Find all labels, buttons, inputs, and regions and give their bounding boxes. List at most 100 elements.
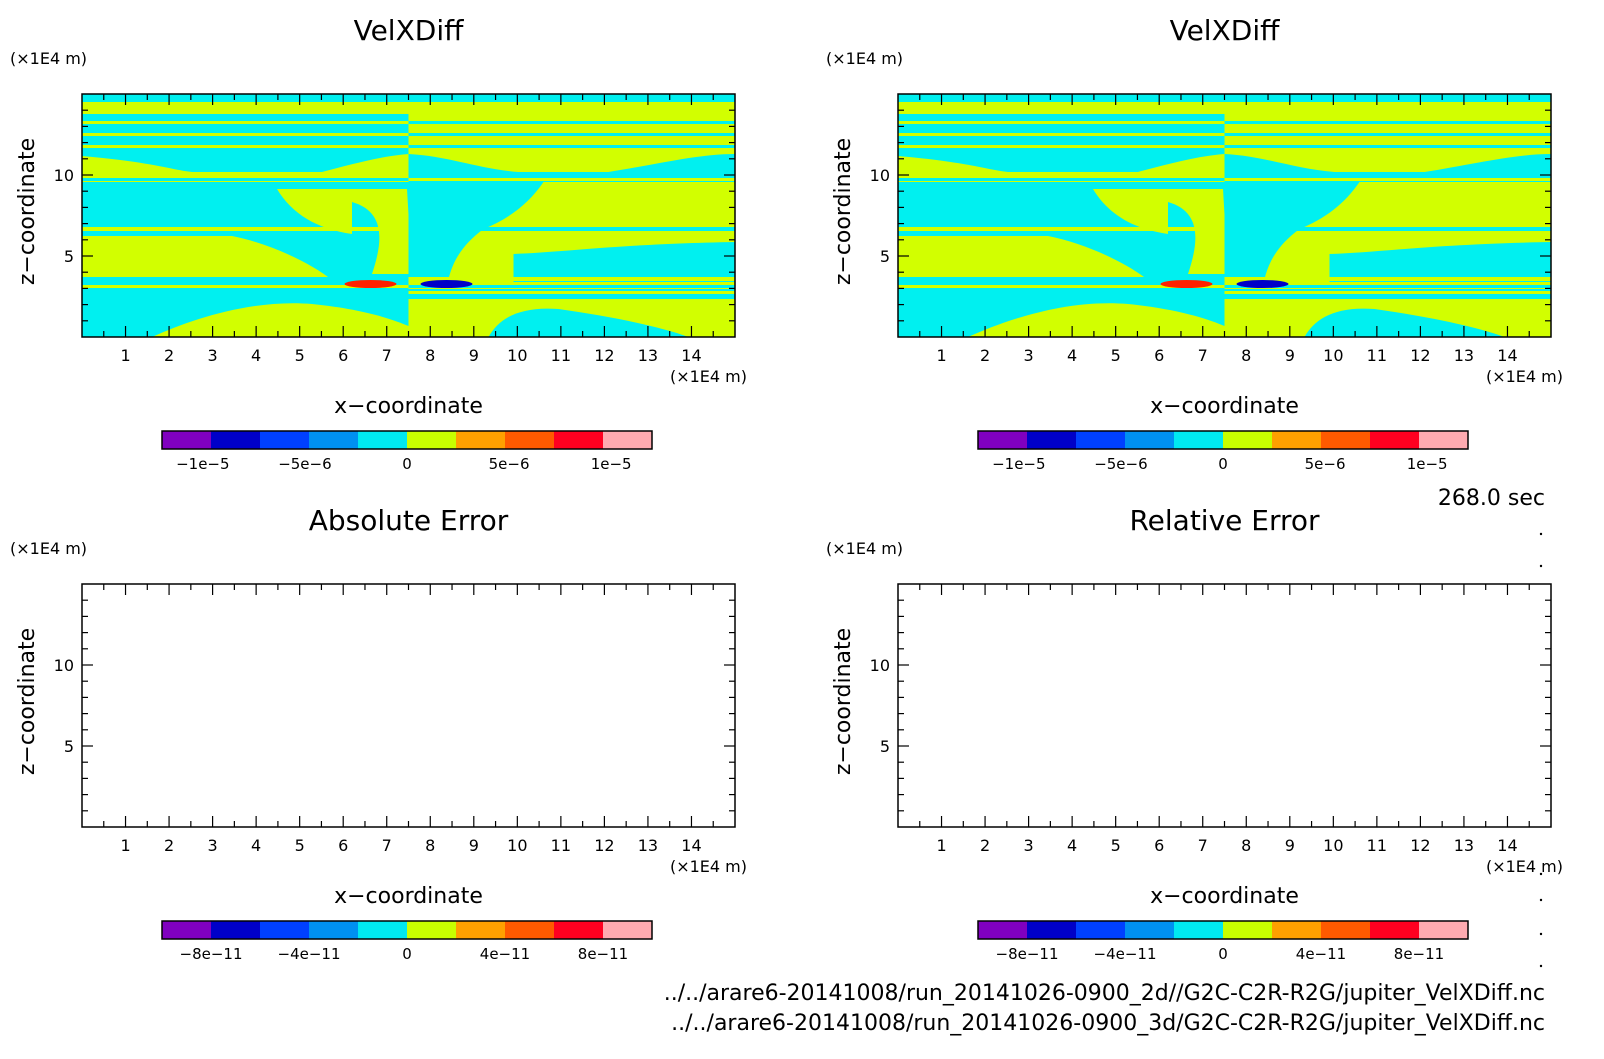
field-stripe <box>898 127 1225 130</box>
x-tick-label: 4 <box>251 836 261 855</box>
colorbar-segment <box>1370 431 1420 449</box>
x-tick-label: 6 <box>1154 346 1164 365</box>
field-stripe <box>1224 285 1551 288</box>
x-tick-label: 14 <box>681 836 701 855</box>
colorbar-segment <box>211 921 261 939</box>
x-axis-unit: (×1E4 m) <box>1486 367 1563 386</box>
field-region-right-bottom <box>488 308 689 337</box>
colorbar-segment <box>456 921 506 939</box>
field-stripe <box>408 133 735 136</box>
colorbar-tick-label: 0 <box>402 945 412 963</box>
chart-panel: VelXDiff(×1E4 m)1 2 3 4 5 6 7 8 9 10 11 12 13 14510(×… <box>10 14 747 419</box>
colorbar-segment <box>1272 431 1322 449</box>
side-dots <box>1539 532 1543 968</box>
x-axis-label: x−coordinate <box>1150 394 1299 419</box>
x-tick-label: 1 <box>936 346 946 365</box>
x-tick-label: 4 <box>251 346 261 365</box>
x-tick-label: 3 <box>1024 346 1034 365</box>
field-region-left-upper <box>898 154 1225 182</box>
field-stripe <box>898 145 1225 148</box>
x-tick-label: 4 <box>1067 836 1077 855</box>
field-region-left <box>898 94 1225 337</box>
colorbar-segment <box>1027 921 1077 939</box>
colorbar-segment <box>260 431 310 449</box>
x-tick-label: 1 <box>936 836 946 855</box>
colorbar-tick-label: 4e−11 <box>1296 945 1346 963</box>
field-stripe <box>82 145 409 148</box>
field-stripe <box>408 291 735 294</box>
colorbar-tick-label: −5e−6 <box>278 455 331 473</box>
colorbar-segment <box>1272 921 1322 939</box>
field-stripe <box>1224 133 1551 136</box>
y-tick-label: 10 <box>870 166 890 185</box>
field-stripe <box>898 291 1225 294</box>
x-tick-label: 8 <box>1241 836 1251 855</box>
colorbar-segment <box>1174 921 1224 939</box>
colorbar-tick-label: 0 <box>1218 455 1228 473</box>
x-tick-label: 9 <box>469 346 479 365</box>
field-stripe <box>82 133 409 136</box>
file-path-2: ../../arare6-20141008/run_20141026-0900_… <box>671 1011 1545 1036</box>
x-axis-unit: (×1E4 m) <box>1486 857 1563 876</box>
field-stripe <box>82 121 409 124</box>
x-tick-label: 6 <box>1154 836 1164 855</box>
x-tick-label: 3 <box>1024 836 1034 855</box>
chart-title: VelXDiff <box>354 14 465 47</box>
x-tick-label: 2 <box>164 836 174 855</box>
x-tick-label: 3 <box>208 346 218 365</box>
field-stripe <box>408 178 735 181</box>
colorbar-segment <box>554 431 604 449</box>
x-tick-label: 1 <box>120 836 130 855</box>
field-stripe <box>898 285 1225 288</box>
x-tick-label: 6 <box>338 836 348 855</box>
chart-title: Absolute Error <box>309 504 509 537</box>
chart-panel: VelXDiff(×1E4 m)1 2 3 4 5 6 7 8 9 10 11 12 13 14510(×… <box>826 14 1563 419</box>
x-tick-label: 10 <box>1323 836 1343 855</box>
colorbar-tick-label: −8e−11 <box>996 945 1059 963</box>
field-stripe <box>408 121 735 124</box>
x-axis-label: x−coordinate <box>334 394 483 419</box>
colorbar-segment <box>1419 921 1469 939</box>
colorbar-tick-label: 1e−5 <box>591 455 632 473</box>
field-stripe <box>82 139 409 142</box>
x-tick-label: 12 <box>1410 346 1430 365</box>
x-tick-label: 5 <box>1111 836 1121 855</box>
colorbar-segment <box>309 921 359 939</box>
time-label: 268.0 sec <box>1438 486 1545 511</box>
colorbar-frame <box>161 920 653 940</box>
x-tick-label: 14 <box>1497 346 1517 365</box>
x-tick-label: 5 <box>1111 346 1121 365</box>
field-region-right-mid <box>1329 242 1551 282</box>
x-tick-label: 10 <box>507 836 527 855</box>
x-tick-label: 14 <box>681 346 701 365</box>
colorbar-tick-label: 8e−11 <box>1394 945 1444 963</box>
y-axis-unit: (×1E4 m) <box>10 49 87 68</box>
field-stripe <box>82 291 409 294</box>
x-tick-label: 11 <box>551 346 571 365</box>
field-stripe <box>898 277 1225 281</box>
x-tick-label: 13 <box>1454 836 1474 855</box>
field-stripe <box>408 127 735 130</box>
field-region-right-upper <box>1224 154 1551 182</box>
colorbar-tick-label: −4e−11 <box>278 945 341 963</box>
field-stripe <box>1224 121 1551 124</box>
field-region-left-upper <box>82 154 409 182</box>
x-tick-label: 8 <box>425 346 435 365</box>
colorbar-segment <box>1370 921 1420 939</box>
x-tick-label: 7 <box>382 836 392 855</box>
x-tick-label: 9 <box>469 836 479 855</box>
colorbar-tick-label: −8e−11 <box>180 945 243 963</box>
field-stripe <box>82 285 409 288</box>
colorbar-segment <box>162 431 212 449</box>
colorbar-frame <box>977 920 1469 940</box>
colorbar-segment <box>505 921 555 939</box>
field-region-right-bottom <box>1304 308 1505 337</box>
x-axis-label: x−coordinate <box>1150 884 1299 909</box>
colorbar-segment <box>603 431 653 449</box>
chart-title: VelXDiff <box>1170 14 1281 47</box>
field-stripe <box>408 139 735 142</box>
field-stripe <box>408 277 735 281</box>
colorbar-frame <box>161 430 653 450</box>
field-stripe <box>898 227 1225 231</box>
field-band <box>1224 94 1551 102</box>
